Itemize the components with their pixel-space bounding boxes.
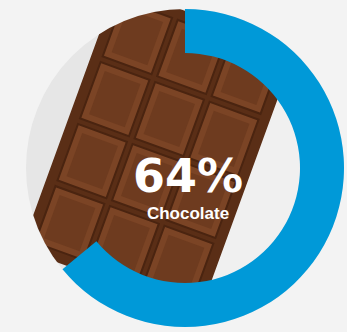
bar-square-inner [89, 71, 140, 127]
bar-square-inner [112, 9, 163, 65]
bar-square-inner [144, 91, 195, 147]
bar-square-inner [66, 133, 117, 189]
value-label: 64% [133, 149, 243, 203]
chart: 64%Chocolate [0, 0, 347, 332]
bar-square-inner [44, 195, 95, 251]
category-label: Chocolate [147, 204, 229, 223]
value-arc [62, 9, 344, 327]
